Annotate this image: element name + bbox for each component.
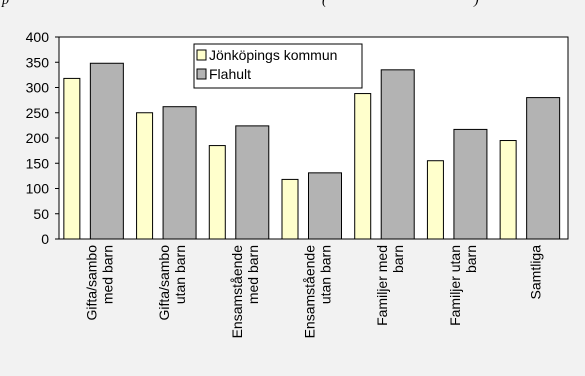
bar-flahult (162, 106, 197, 240)
legend-box (193, 43, 363, 89)
legend-swatch-jonkopings-kommun (196, 49, 207, 61)
bar-flahult (453, 128, 488, 240)
bar-jonkopings-kommun (208, 145, 226, 240)
legend-label-flahult: Flahult (209, 66, 251, 82)
cropped-caption-paren-open: ( (322, 0, 327, 8)
bar-jonkopings-kommun (426, 160, 444, 240)
x-category-label: Gifta/samboutan barn (156, 245, 188, 321)
bar-jonkopings-kommun (136, 112, 154, 240)
bar-flahult (89, 62, 124, 240)
bar-jonkopings-kommun (281, 178, 299, 240)
y-tick-label: 0 (41, 231, 49, 247)
x-category-label: Familjer medbarn (374, 245, 406, 326)
y-tick-label: 300 (26, 80, 50, 96)
y-tick-label: 150 (26, 155, 50, 171)
y-tick-label: 200 (26, 130, 50, 146)
legend-label-jonkopings-kommun: Jönköpings kommun (209, 47, 337, 63)
x-category-label: Ensamståendemed barn (229, 245, 261, 339)
bar-jonkopings-kommun (499, 140, 517, 240)
y-tick-label: 100 (26, 181, 50, 197)
y-tick-label: 400 (26, 29, 50, 45)
y-tick-label: 350 (26, 54, 50, 70)
x-category-label: Ensamståendeutan barn (302, 245, 334, 339)
bar-flahult (308, 172, 342, 240)
bar-jonkopings-kommun (354, 93, 372, 240)
cropped-caption-paren-close: ) (474, 0, 479, 8)
x-category-label: Samtliga (528, 245, 544, 300)
x-category-label: Gifta/sambomed barn (83, 245, 115, 321)
bar-flahult (526, 97, 561, 240)
bar-flahult (235, 125, 270, 240)
y-tick-label: 50 (33, 206, 49, 222)
x-category-label: Familjer utanbarn (447, 245, 479, 326)
cropped-caption-start: p (2, 0, 9, 8)
y-tick-label: 250 (26, 105, 50, 121)
bar-jonkopings-kommun (63, 77, 81, 240)
legend-swatch-flahult (196, 68, 207, 80)
bar-flahult (380, 69, 415, 240)
